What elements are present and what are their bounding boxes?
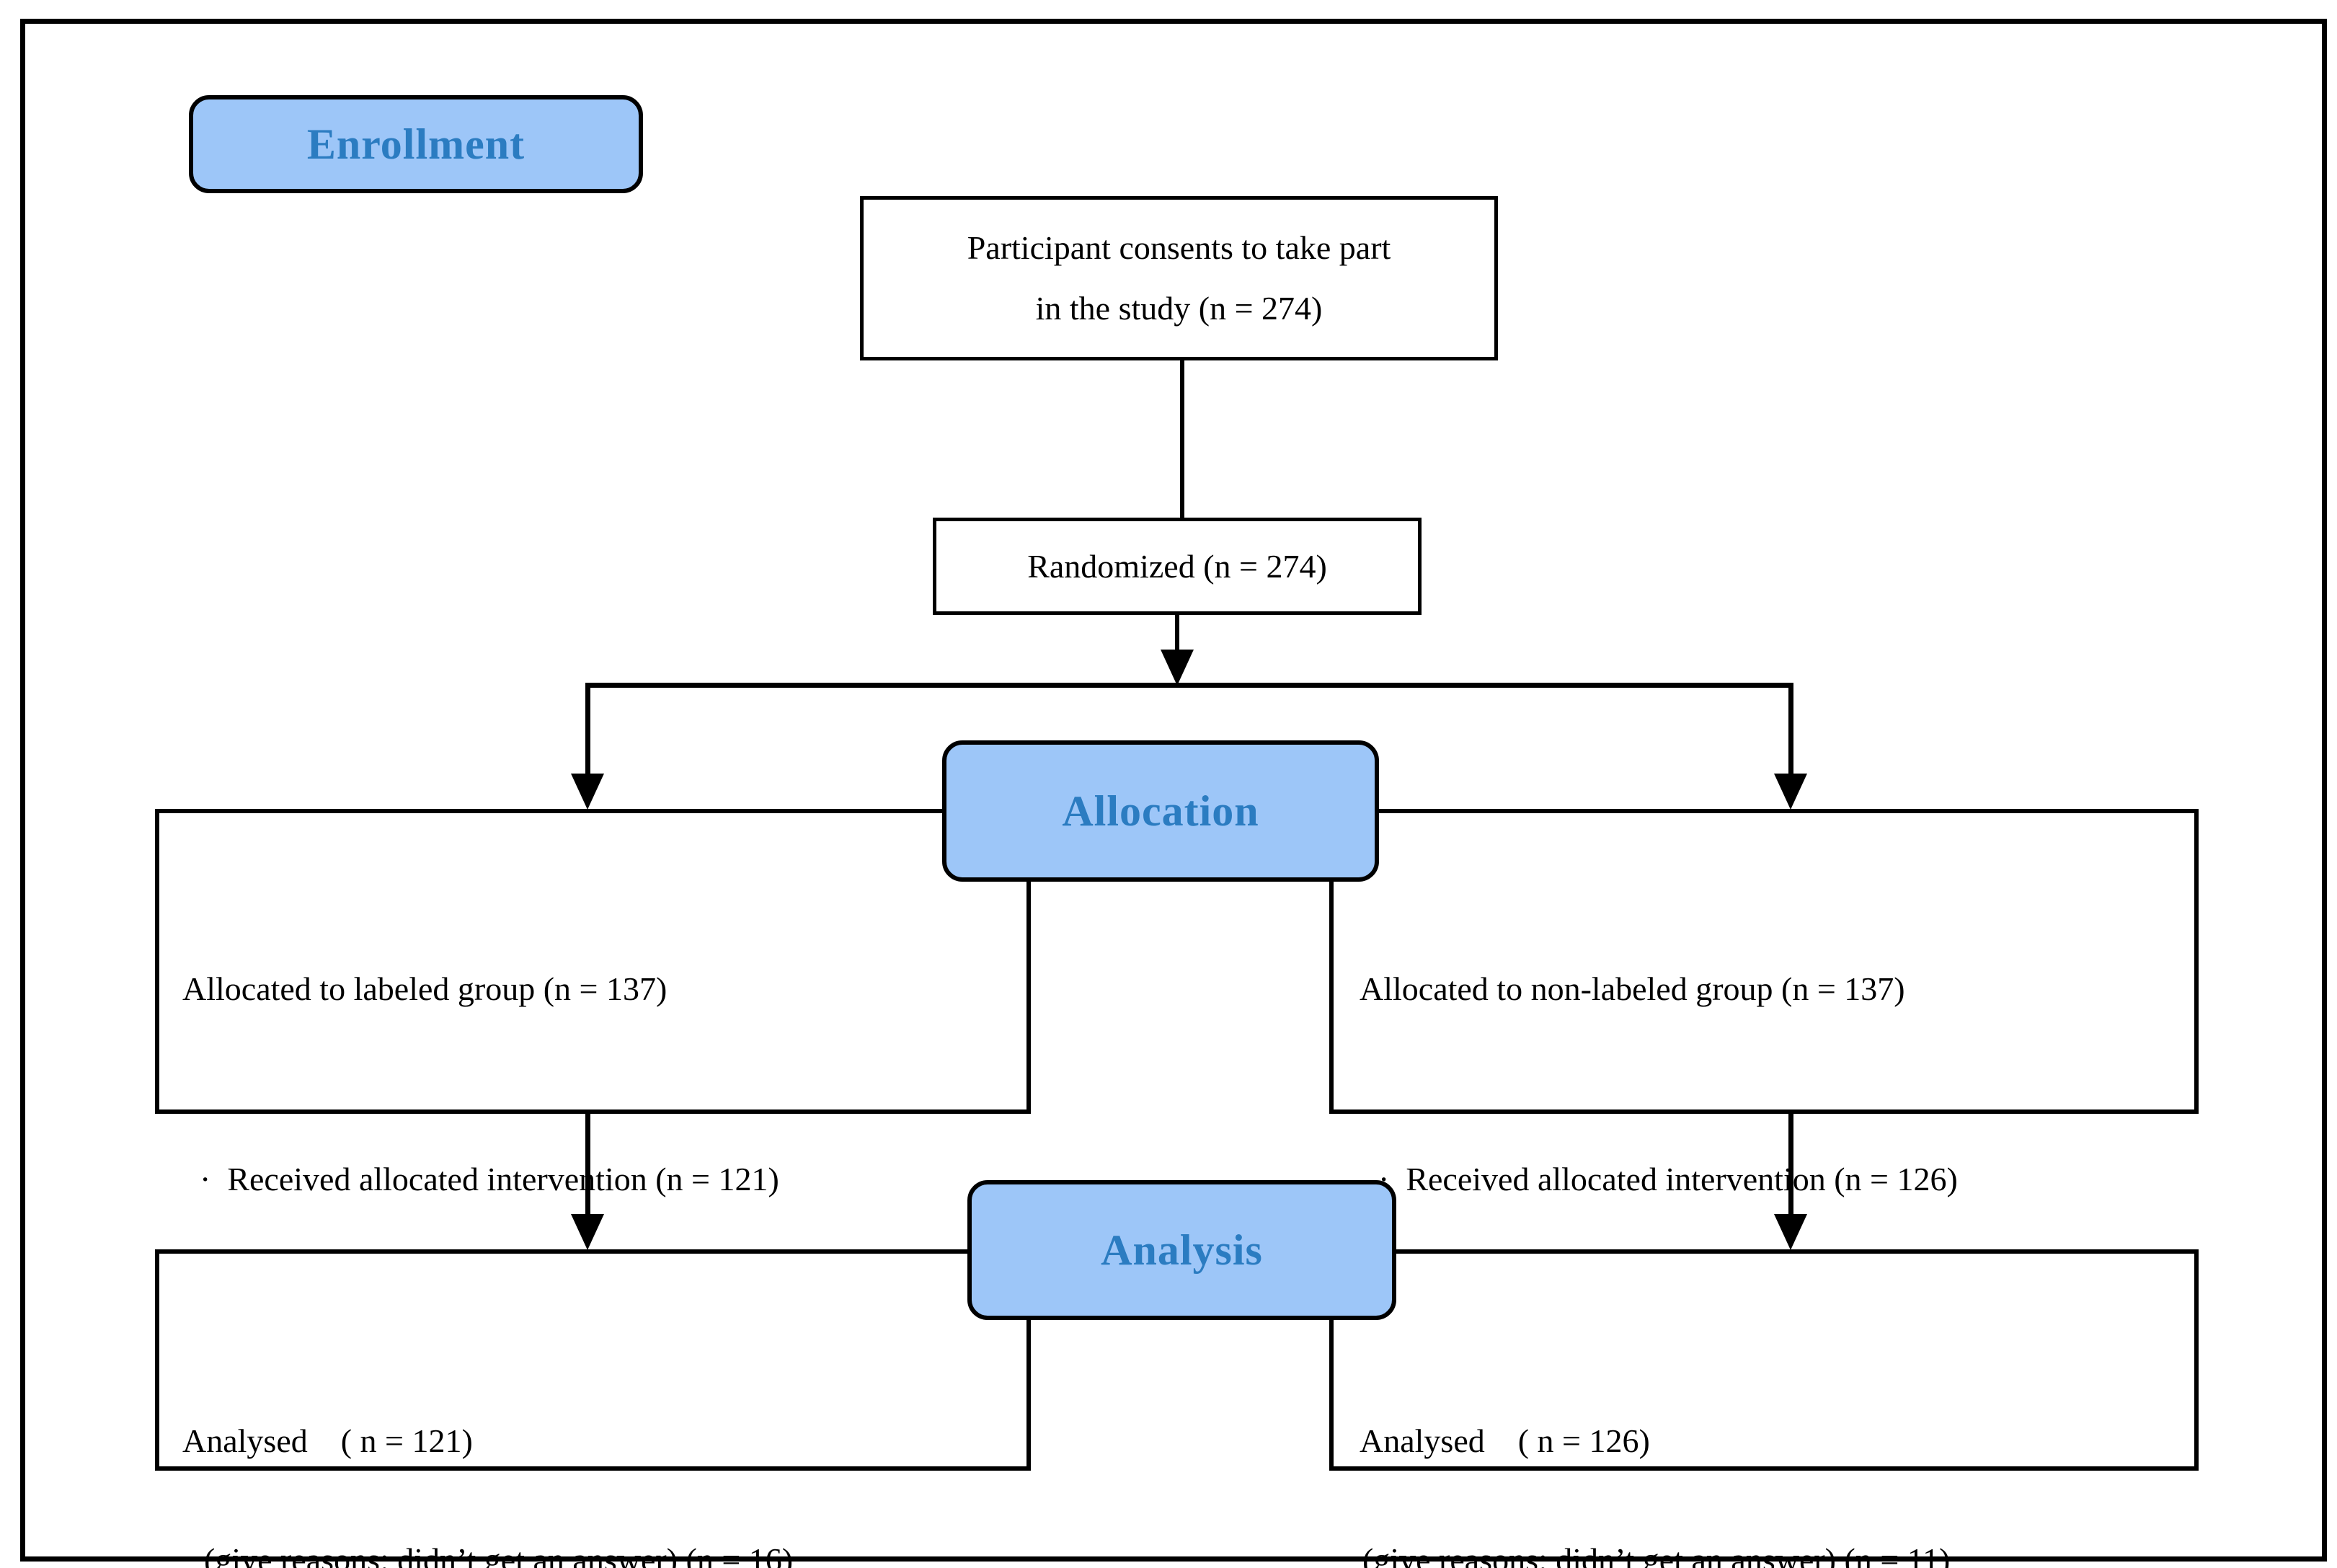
randomized-box: Randomized (n = 274) xyxy=(933,518,1422,615)
allocation-right-line-2: · Received allocated intervention (n = 1… xyxy=(1378,1161,1958,1197)
analysis-stage-text: Analysis xyxy=(1101,1226,1263,1274)
connector-right-allocation-to-analysis xyxy=(1788,1112,1793,1218)
arrowhead-right-analysis xyxy=(1774,1214,1807,1250)
connector-left-allocation-to-analysis xyxy=(585,1112,590,1218)
arrowhead-left-analysis xyxy=(571,1214,604,1250)
consent-box-line-2: in the study (n = 274) xyxy=(1035,290,1323,327)
analysis-right-box: Analysed ( n = 126) · Excluded from anal… xyxy=(1329,1249,2199,1471)
connector-split-to-left-allocation xyxy=(585,683,590,778)
allocation-left-line-1: Allocated to labeled group (n = 137) xyxy=(182,970,668,1007)
analysis-left-box: Analysed ( n = 121) · Excluded from anal… xyxy=(155,1249,1031,1471)
allocation-right-line-1: Allocated to non-labeled group (n = 137) xyxy=(1360,970,1905,1007)
analysis-stage-label: Analysis xyxy=(967,1180,1396,1320)
connector-consent-to-randomized xyxy=(1180,360,1184,519)
allocation-right-line-4: (give reasons: didn’t get an answer) (n … xyxy=(1362,1541,1951,1568)
arrowhead-left-allocation xyxy=(571,774,604,810)
allocation-stage-label: Allocation xyxy=(942,740,1379,882)
randomized-box-text: Randomized (n = 274) xyxy=(1027,547,1327,585)
arrowhead-randomized-down xyxy=(1161,650,1194,686)
allocation-left-line-4: (give reasons: didn’t get an answer) (n … xyxy=(204,1541,794,1568)
analysis-left-line-1: Analysed ( n = 121) xyxy=(182,1422,473,1459)
consent-box-line-1: Participant consents to take part xyxy=(967,229,1391,266)
enrollment-stage-text: Enrollment xyxy=(306,120,526,168)
connector-split-to-right-allocation xyxy=(1788,683,1793,778)
allocation-left-box: Allocated to labeled group (n = 137) · R… xyxy=(155,809,1031,1568)
consent-box: Participant consents to take part in the… xyxy=(860,196,1498,360)
allocation-right-box: Allocated to non-labeled group (n = 137)… xyxy=(1329,809,2199,1568)
outer-border xyxy=(20,19,2327,1562)
connector-randomized-stem xyxy=(1175,614,1179,653)
split-line xyxy=(585,683,1793,688)
allocation-left-line-2: · Received allocated intervention (n = 1… xyxy=(200,1161,779,1197)
arrowhead-right-allocation xyxy=(1774,774,1807,810)
enrollment-stage-label: Enrollment xyxy=(189,95,643,193)
analysis-right-line-1: Analysed ( n = 126) xyxy=(1360,1422,1650,1459)
allocation-stage-text: Allocation xyxy=(1062,787,1259,835)
